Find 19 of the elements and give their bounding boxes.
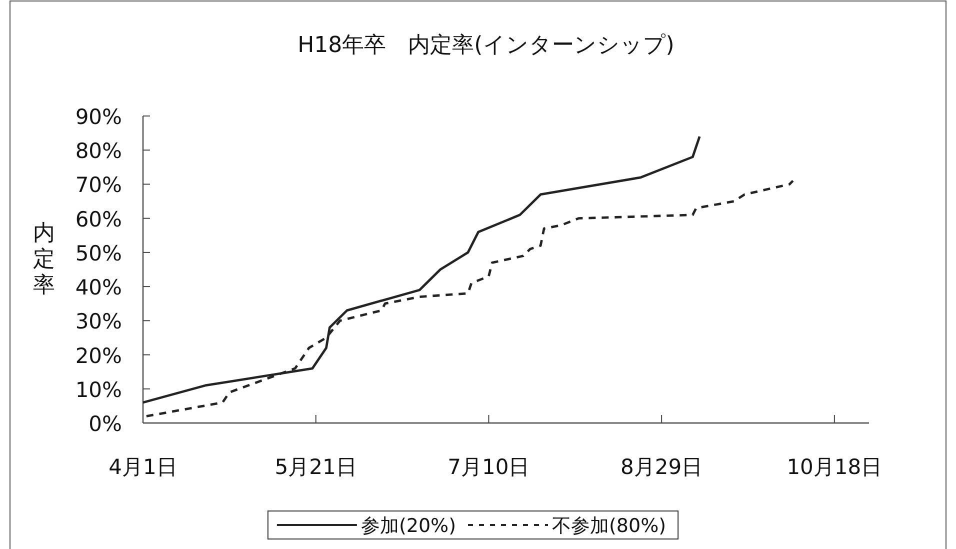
ytick: 40% [75, 276, 122, 300]
ytick: 80% [75, 139, 122, 164]
ytick: 30% [75, 310, 122, 334]
xtick: 10月18日 [786, 455, 882, 479]
ytick: 90% [75, 105, 122, 129]
ytick: 50% [75, 241, 122, 266]
title: H18年卒 内定率(インターンシップ) [298, 33, 674, 58]
ytick: 70% [75, 173, 122, 198]
xtick: 7月10日 [448, 455, 530, 479]
ytick: 0% [88, 412, 122, 436]
xtick: 4月1日 [108, 455, 178, 479]
ytick: 20% [75, 344, 122, 368]
ylabel: 内定率 [33, 221, 55, 298]
legend-label: 不参加(80%) [552, 515, 666, 537]
xtick: 8月29日 [620, 455, 703, 479]
ytick: 60% [75, 207, 122, 232]
xtick: 5月21日 [274, 455, 357, 479]
legend-label: 参加(20%) [360, 515, 456, 537]
ytick: 10% [75, 378, 122, 402]
